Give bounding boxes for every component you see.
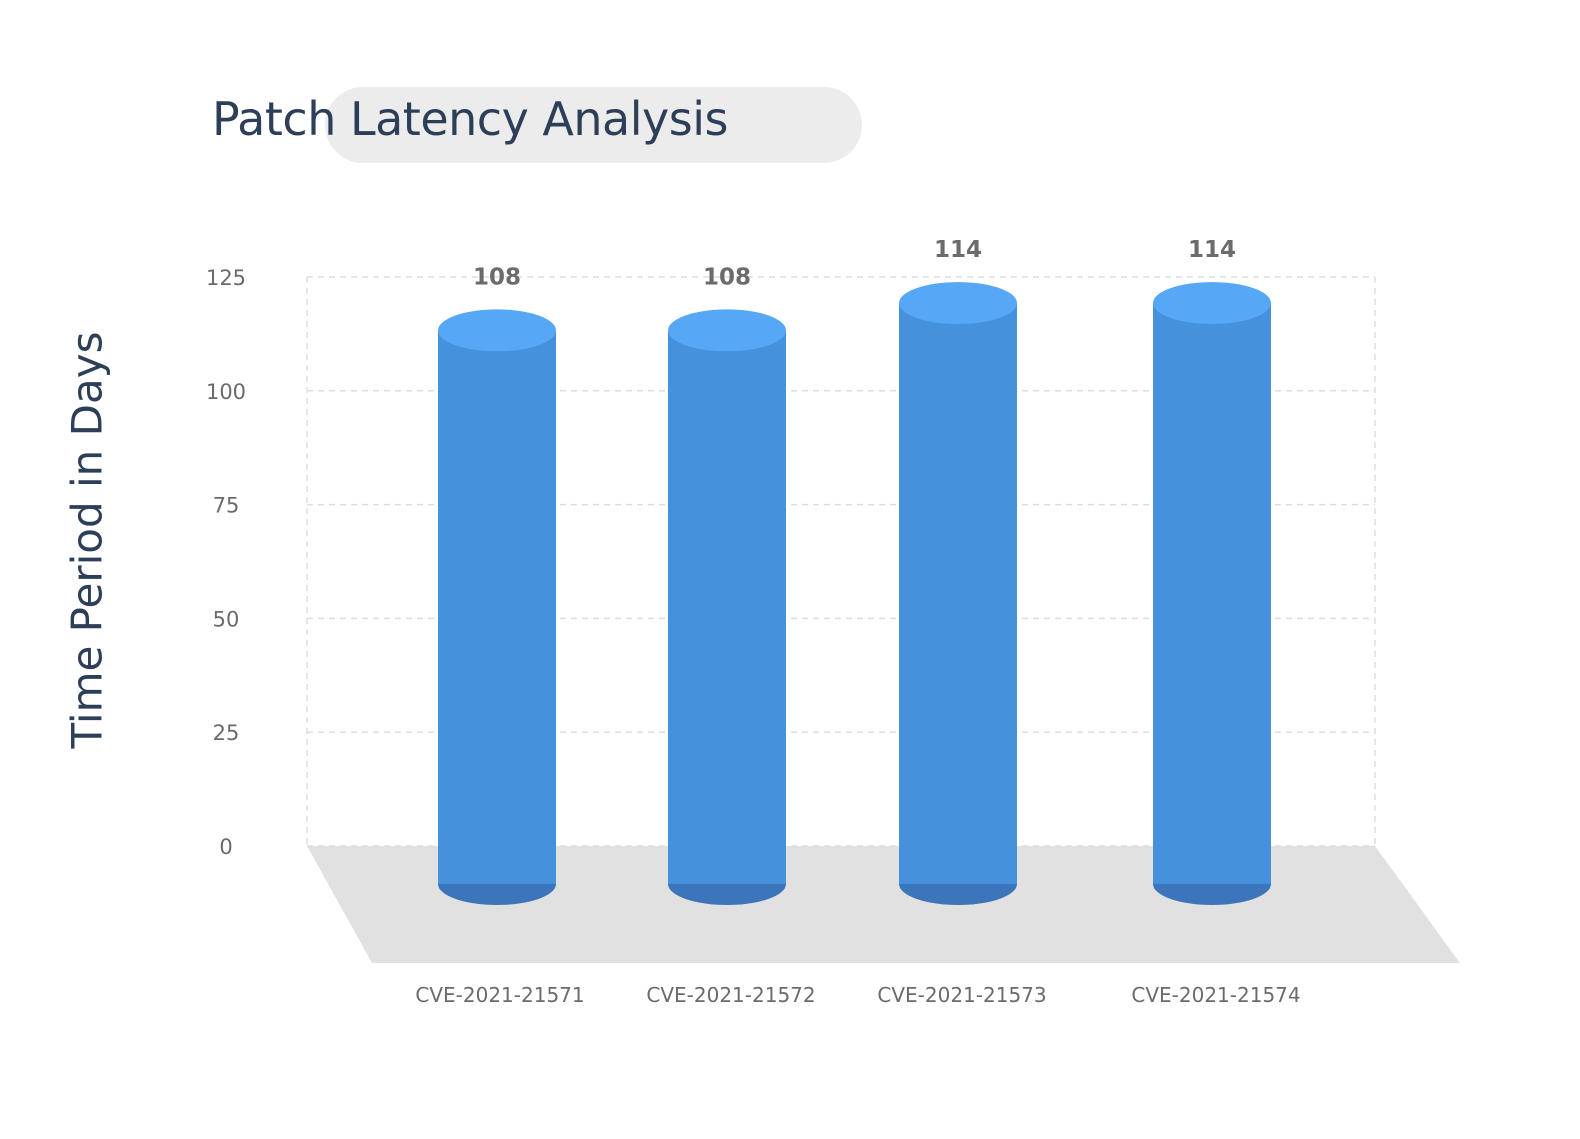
y-tick-label: 100: [206, 380, 246, 404]
bar-4: [1153, 303, 1271, 884]
x-tick-label-3: CVE-2021-21573: [877, 983, 1046, 1007]
title-highlight-pill: [325, 87, 862, 163]
x-tick-label-4: CVE-2021-21574: [1131, 983, 1300, 1007]
bar-3: [899, 303, 1017, 884]
x-tick-label-2: CVE-2021-21572: [646, 983, 815, 1007]
bar-top-1: [438, 309, 556, 352]
y-tick-label: 75: [213, 494, 240, 518]
chart-title: Patch Latency Analysis: [212, 92, 728, 146]
y-tick-label: 50: [213, 607, 240, 631]
bar-1: [438, 330, 556, 884]
bar-2: [668, 330, 786, 884]
bar-top-4: [1153, 282, 1271, 325]
value-label-4: 114: [1188, 237, 1236, 263]
y-tick-label: 25: [213, 721, 240, 745]
x-tick-label-1: CVE-2021-21571: [415, 983, 584, 1007]
y-tick-label: 125: [206, 266, 246, 290]
bar-top-3: [899, 282, 1017, 325]
value-label-2: 108: [703, 264, 751, 290]
y-tick-label: 0: [219, 835, 232, 859]
value-label-1: 108: [473, 264, 521, 290]
bar-top-2: [668, 309, 786, 352]
value-label-3: 114: [934, 237, 982, 263]
